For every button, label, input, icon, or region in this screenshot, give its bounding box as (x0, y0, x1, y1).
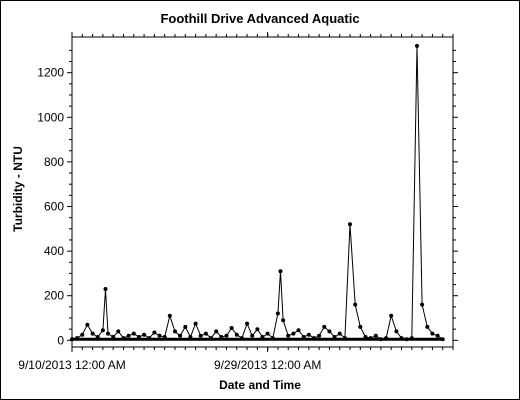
data-point (106, 331, 110, 336)
data-point (368, 336, 373, 341)
data-point (103, 287, 108, 291)
data-point (291, 331, 296, 336)
data-point (420, 302, 425, 307)
data-point (239, 336, 244, 341)
data-point (399, 336, 404, 341)
data-point (162, 335, 167, 339)
data-point (281, 318, 286, 323)
data-point (306, 332, 311, 337)
data-point (348, 222, 352, 227)
data-point (111, 335, 116, 339)
data-point (116, 329, 121, 334)
data-point (85, 322, 90, 327)
y-tick-label: 1000 (37, 110, 64, 124)
data-point (384, 336, 389, 341)
x-axis-label: Date and Time (219, 378, 301, 392)
data-point (317, 333, 322, 338)
data-point (358, 324, 363, 329)
data-point (394, 329, 399, 334)
data-point (75, 336, 80, 341)
data-point (173, 329, 177, 334)
data-point (389, 313, 394, 318)
data-point (100, 328, 105, 333)
data-point (198, 333, 203, 338)
data-point (440, 337, 445, 342)
data-point (224, 333, 229, 338)
y-tick-label: 0 (57, 333, 64, 347)
data-point (322, 324, 327, 329)
y-tick-label: 600 (44, 199, 64, 213)
plot-area (71, 36, 454, 348)
data-point (219, 335, 224, 339)
data-point (327, 329, 332, 334)
x-tick-label: 9/29/2013 12:00 AM (214, 358, 321, 372)
data-point (178, 333, 183, 338)
data-point (363, 335, 368, 339)
data-point (275, 311, 280, 316)
data-point (193, 321, 198, 326)
data-point (378, 337, 383, 342)
data-point (188, 335, 193, 339)
y-tick-label: 400 (44, 244, 64, 258)
data-point (183, 324, 188, 329)
data-point (332, 335, 337, 339)
data-point (415, 43, 419, 48)
data-point (126, 333, 131, 338)
data-point (209, 336, 213, 341)
x-tick-label: 9/10/2013 12:00 AM (18, 358, 125, 372)
data-point (157, 333, 162, 338)
y-axis: 0 200 400 600 800 1000 1200 (37, 49, 458, 347)
data-point (301, 335, 306, 339)
data-point (286, 333, 291, 338)
data-point (142, 332, 147, 337)
data-point (353, 302, 358, 307)
data-point (152, 330, 157, 335)
data-point (245, 321, 250, 326)
data-point (296, 328, 301, 333)
series-line (71, 45, 443, 340)
data-point (167, 313, 172, 318)
y-tick-label: 1200 (37, 66, 64, 80)
data-point (131, 331, 136, 336)
data-point (136, 335, 141, 339)
data-point (278, 269, 283, 274)
data-point (70, 337, 74, 342)
data-point (95, 335, 100, 339)
data-point (90, 331, 95, 336)
data-point (312, 336, 316, 341)
data-point (430, 331, 435, 336)
y-axis-label: Turbidity - NTU (11, 146, 25, 232)
data-point (214, 329, 219, 334)
chart-title: Foothill Drive Advanced Aquatic (160, 11, 359, 26)
data-point (342, 336, 347, 341)
data-point (121, 336, 126, 341)
data-point (404, 337, 409, 342)
data-point (270, 336, 275, 341)
data-point (260, 335, 265, 339)
data-point (409, 336, 414, 341)
data-point (255, 327, 260, 332)
y-tick-label: 200 (44, 289, 64, 303)
data-point (265, 331, 270, 336)
data-point (234, 332, 239, 337)
data-point (425, 324, 430, 329)
data-point (250, 333, 255, 338)
data-point (80, 332, 85, 337)
y-tick-label: 800 (44, 155, 64, 169)
data-point (435, 333, 440, 338)
data-point (203, 331, 208, 336)
series-layer (70, 43, 445, 342)
data-point (147, 336, 152, 341)
x-axis: 9/10/2013 12:00 AM 9/29/2013 12:00 AM (18, 32, 454, 372)
data-point (229, 326, 234, 330)
data-point (337, 331, 342, 336)
data-point (373, 333, 378, 338)
